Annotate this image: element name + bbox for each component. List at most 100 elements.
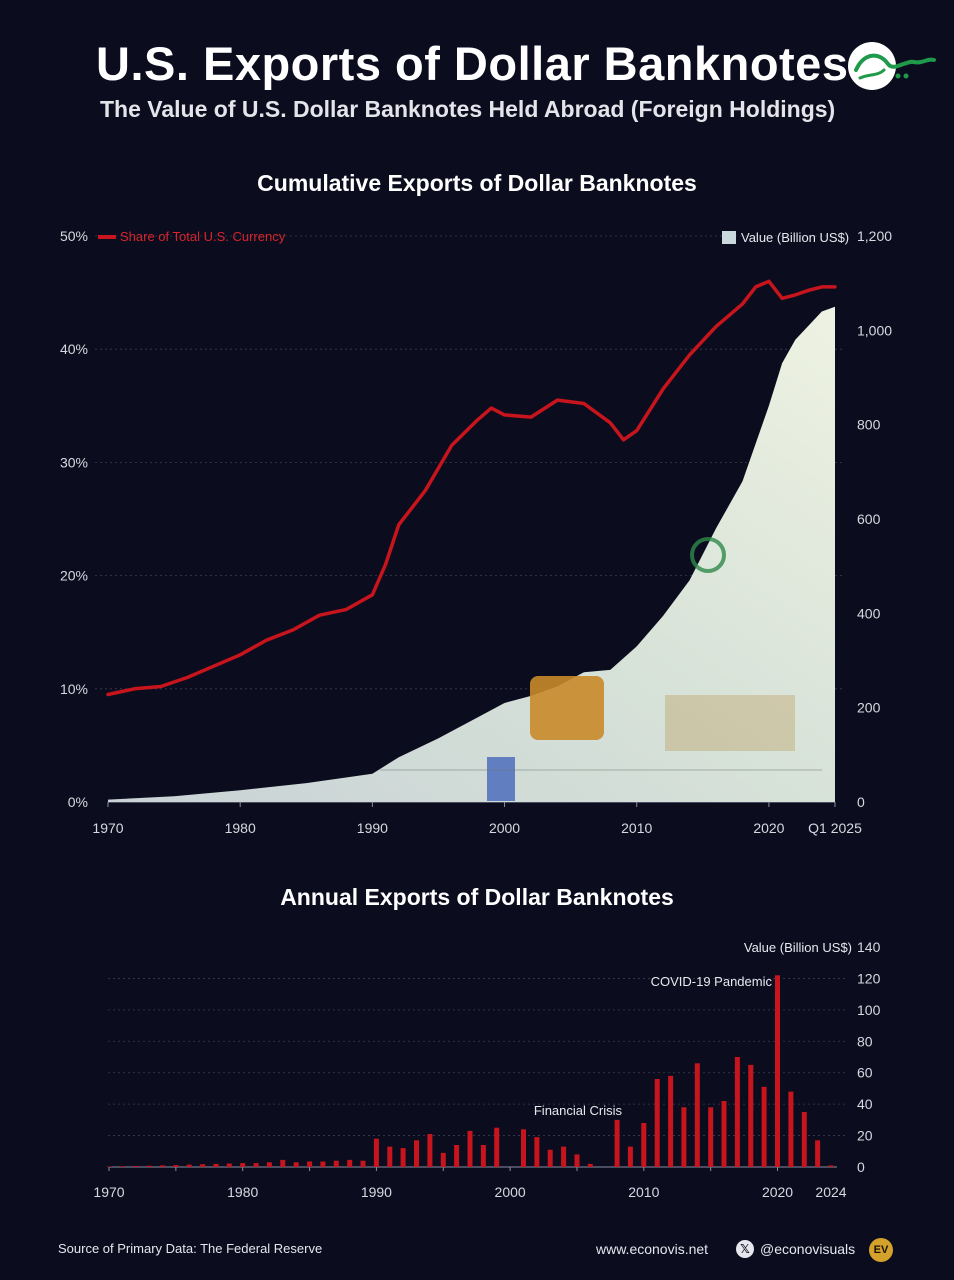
y-left-tick-label: 40% xyxy=(60,341,88,357)
y-right-tick-label: 200 xyxy=(857,700,881,716)
brand-logo: EV xyxy=(869,1238,893,1262)
annual-bar xyxy=(333,1160,339,1167)
annual-bar xyxy=(681,1107,687,1167)
banknote-ribbon-decor xyxy=(487,757,515,801)
y-right-tick-label: 1,200 xyxy=(857,228,892,244)
annual-bar xyxy=(186,1164,192,1167)
annual-bar xyxy=(320,1161,326,1167)
y-left-tick-label: 0% xyxy=(68,794,88,810)
banknote-seal-decor xyxy=(690,537,726,573)
annual-bar xyxy=(815,1140,821,1167)
annual-bar xyxy=(307,1161,313,1167)
annual-bar xyxy=(614,1119,620,1167)
share-line xyxy=(106,279,837,697)
legend-area-swatch xyxy=(722,231,736,244)
annual-bar xyxy=(414,1140,419,1167)
y-tick-label: 60 xyxy=(857,1065,873,1081)
annual-bar xyxy=(521,1129,526,1167)
annual-bar xyxy=(788,1091,794,1167)
annual-bar xyxy=(547,1149,553,1167)
y-left-tick-label: 10% xyxy=(60,681,88,697)
annual-bar xyxy=(226,1163,232,1167)
x-tick-label: 2020 xyxy=(762,1184,793,1200)
legend-line-swatch xyxy=(98,235,116,239)
y-tick-label: 20 xyxy=(857,1128,873,1144)
annual-bar xyxy=(387,1146,393,1167)
annual-bar xyxy=(454,1145,460,1167)
annual-bar xyxy=(106,1166,112,1167)
social-handle[interactable]: @econovisuals xyxy=(760,1241,856,1257)
x-tick-label: 2010 xyxy=(621,820,652,836)
x-tick-label: 1970 xyxy=(93,1184,124,1200)
annual-bar xyxy=(293,1162,299,1167)
annual-bar xyxy=(708,1107,714,1167)
cumulative-chart-title: Cumulative Exports of Dollar Banknotes xyxy=(257,170,697,196)
y-right-tick-label: 0 xyxy=(857,794,865,810)
annual-bar xyxy=(266,1162,272,1167)
y-tick-label: 0 xyxy=(857,1159,865,1175)
annual-chart-title: Annual Exports of Dollar Banknotes xyxy=(280,884,674,910)
x-tick-label: 2010 xyxy=(628,1184,659,1200)
annual-bar xyxy=(828,1165,834,1167)
x-tick-label: 1980 xyxy=(227,1184,258,1200)
annual-bar xyxy=(160,1165,165,1167)
annual-bar xyxy=(480,1145,486,1167)
news-agency-logo xyxy=(848,42,936,90)
annual-bar xyxy=(801,1112,807,1167)
annual-bar xyxy=(627,1146,633,1167)
annotation-financial-crisis: Financial Crisis xyxy=(534,1103,623,1118)
x-icon: 𝕏 xyxy=(736,1240,754,1258)
annual-bar xyxy=(133,1165,139,1167)
annual-bar xyxy=(360,1160,366,1167)
annual-bar xyxy=(574,1154,580,1167)
annual-bar xyxy=(775,975,780,1167)
value-area xyxy=(108,306,835,802)
annual-bar xyxy=(400,1148,406,1167)
annual-bar xyxy=(467,1130,473,1167)
annual-bar xyxy=(213,1163,219,1167)
y-tick-label: 120 xyxy=(857,970,881,986)
banknote-denomination-decor xyxy=(665,695,795,751)
legend-value-label: Value (Billion US$) xyxy=(741,230,849,245)
y-right-tick-label: 1,000 xyxy=(857,322,892,338)
x-tick-label: 2000 xyxy=(489,820,520,836)
y-left-tick-label: 30% xyxy=(60,454,88,470)
annual-bar xyxy=(534,1137,540,1167)
x-tick-label: 1990 xyxy=(361,1184,392,1200)
y-tick-label: 80 xyxy=(857,1033,873,1049)
annual-bar xyxy=(200,1164,206,1167)
annotation-covid: COVID-19 Pandemic xyxy=(651,974,773,989)
x-tick-label: 2000 xyxy=(495,1184,526,1200)
y-right-tick-label: 600 xyxy=(857,511,881,527)
x-tick-label: Q1 2025 xyxy=(808,820,862,836)
page-subtitle: The Value of U.S. Dollar Banknotes Held … xyxy=(100,96,836,122)
annual-bar xyxy=(240,1163,246,1167)
annual-bar xyxy=(748,1064,754,1167)
y-right-tick-label: 800 xyxy=(857,417,881,433)
annual-bar xyxy=(761,1086,767,1167)
x-tick-label: 2020 xyxy=(753,820,784,836)
x-tick-label: 1990 xyxy=(357,820,388,836)
annual-bar xyxy=(373,1138,379,1167)
annual-bar xyxy=(440,1152,446,1167)
x-tick-label: 1980 xyxy=(225,820,256,836)
website-link[interactable]: www.econovis.net xyxy=(596,1241,709,1257)
source-note: Source of Primary Data: The Federal Rese… xyxy=(58,1241,323,1256)
y-right-tick-label: 400 xyxy=(857,605,881,621)
legend-share-label: Share of Total U.S. Currency xyxy=(120,229,286,244)
annual-y-axis-label: Value (Billion US$) xyxy=(744,940,852,955)
annual-bar xyxy=(494,1127,500,1167)
annual-bar xyxy=(694,1063,700,1167)
annual-bar xyxy=(734,1057,740,1167)
annual-bar xyxy=(654,1079,660,1167)
page-title: U.S. Exports of Dollar Banknotes xyxy=(96,37,849,90)
annual-bar xyxy=(641,1123,647,1167)
annual-bar xyxy=(253,1163,259,1167)
x-tick-label: 2024 xyxy=(815,1184,846,1200)
banknote-bell-decor xyxy=(530,676,604,740)
y-left-tick-label: 20% xyxy=(60,568,88,584)
annual-bar xyxy=(173,1165,179,1167)
y-left-tick-label: 50% xyxy=(60,228,88,244)
